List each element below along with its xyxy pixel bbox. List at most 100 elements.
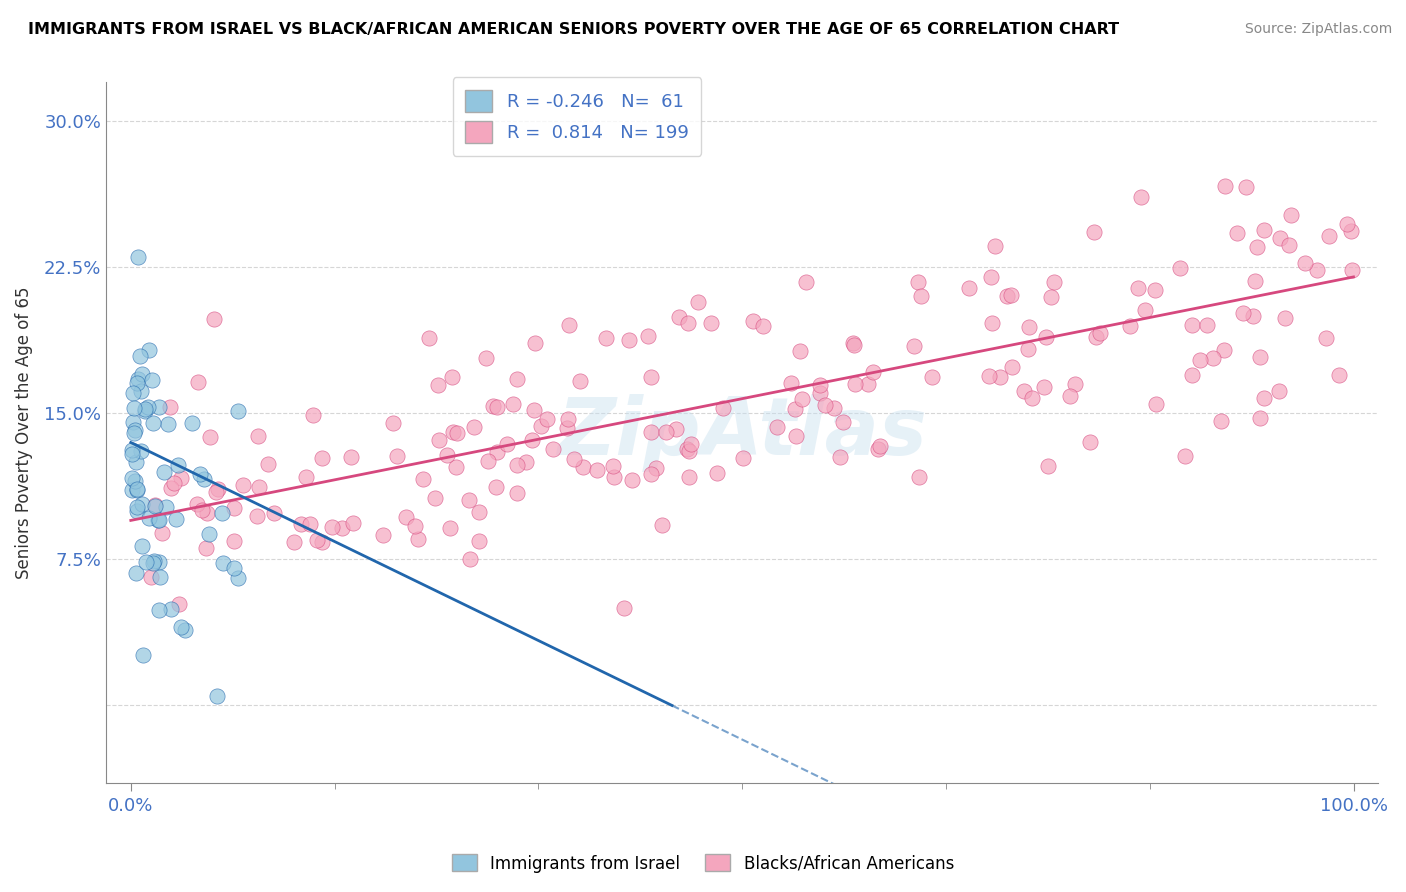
Point <box>290 517 312 532</box>
Point <box>129 349 152 363</box>
Point <box>502 396 524 410</box>
Point <box>446 425 468 440</box>
Point <box>1270 231 1292 245</box>
Point <box>1088 326 1111 340</box>
Point <box>1226 226 1249 240</box>
Point <box>665 422 688 436</box>
Point <box>160 602 183 616</box>
Point <box>1209 414 1232 428</box>
Point <box>458 492 481 507</box>
Point <box>640 425 662 439</box>
Point <box>246 508 269 523</box>
Point <box>706 466 728 480</box>
Point <box>427 433 450 447</box>
Point <box>486 400 509 414</box>
Point <box>283 535 305 549</box>
Point <box>1315 331 1337 345</box>
Point <box>121 415 143 429</box>
Point <box>1043 276 1066 290</box>
Point <box>204 485 226 500</box>
Point <box>557 412 579 426</box>
Point <box>134 401 156 416</box>
Point <box>766 419 789 434</box>
Point <box>789 343 811 358</box>
Point <box>903 339 925 353</box>
Point <box>121 442 143 457</box>
Point <box>506 372 529 386</box>
Point <box>122 426 145 441</box>
Point <box>371 528 394 542</box>
Point <box>1180 368 1202 383</box>
Point <box>640 467 662 481</box>
Point <box>621 473 644 487</box>
Point <box>523 335 546 350</box>
Point <box>121 446 143 460</box>
Point <box>125 376 148 390</box>
Point <box>984 239 1007 253</box>
Point <box>979 368 1001 383</box>
Point <box>1143 283 1166 297</box>
Point <box>1078 434 1101 449</box>
Text: IMMIGRANTS FROM ISRAEL VS BLACK/AFRICAN AMERICAN SENIORS POVERTY OVER THE AGE OF: IMMIGRANTS FROM ISRAEL VS BLACK/AFRICAN … <box>28 22 1119 37</box>
Point <box>907 275 929 289</box>
Point <box>124 474 146 488</box>
Point <box>555 421 578 435</box>
Point <box>1213 343 1236 358</box>
Point <box>187 375 209 389</box>
Point <box>1084 329 1107 343</box>
Point <box>814 398 837 412</box>
Point <box>226 404 249 418</box>
Point <box>170 471 193 485</box>
Point <box>568 375 591 389</box>
Point <box>197 527 219 541</box>
Point <box>586 463 609 477</box>
Point <box>127 251 149 265</box>
Point <box>1001 359 1024 374</box>
Point <box>174 623 197 637</box>
Point <box>342 516 364 530</box>
Point <box>143 498 166 512</box>
Point <box>1035 330 1057 344</box>
Point <box>194 541 217 555</box>
Point <box>426 378 449 392</box>
Point <box>125 500 148 514</box>
Point <box>439 521 461 535</box>
Point <box>406 532 429 546</box>
Point <box>226 570 249 584</box>
Point <box>135 555 157 569</box>
Point <box>1039 290 1062 304</box>
Point <box>1215 178 1237 193</box>
Point <box>1174 450 1197 464</box>
Point <box>655 425 678 439</box>
Text: ZipAtlas: ZipAtlas <box>557 393 927 472</box>
Point <box>148 513 170 527</box>
Point <box>167 597 190 611</box>
Point <box>138 343 160 357</box>
Point <box>644 461 666 475</box>
Point <box>980 269 1002 284</box>
Point <box>157 417 180 431</box>
Point <box>785 401 807 416</box>
Point <box>794 275 817 289</box>
Point <box>142 556 165 570</box>
Point <box>1018 319 1040 334</box>
Point <box>222 500 245 515</box>
Point <box>506 458 529 472</box>
Point <box>602 470 624 484</box>
Point <box>1036 459 1059 474</box>
Point <box>980 317 1002 331</box>
Point <box>1274 310 1296 325</box>
Point <box>188 467 211 482</box>
Point <box>921 370 943 384</box>
Point <box>159 481 181 495</box>
Point <box>790 392 813 406</box>
Point <box>1144 397 1167 411</box>
Point <box>458 551 481 566</box>
Point <box>486 445 509 459</box>
Point <box>1340 263 1362 277</box>
Point <box>619 333 641 347</box>
Point <box>263 506 285 520</box>
Point <box>1059 389 1081 403</box>
Point <box>125 503 148 517</box>
Point <box>536 412 558 426</box>
